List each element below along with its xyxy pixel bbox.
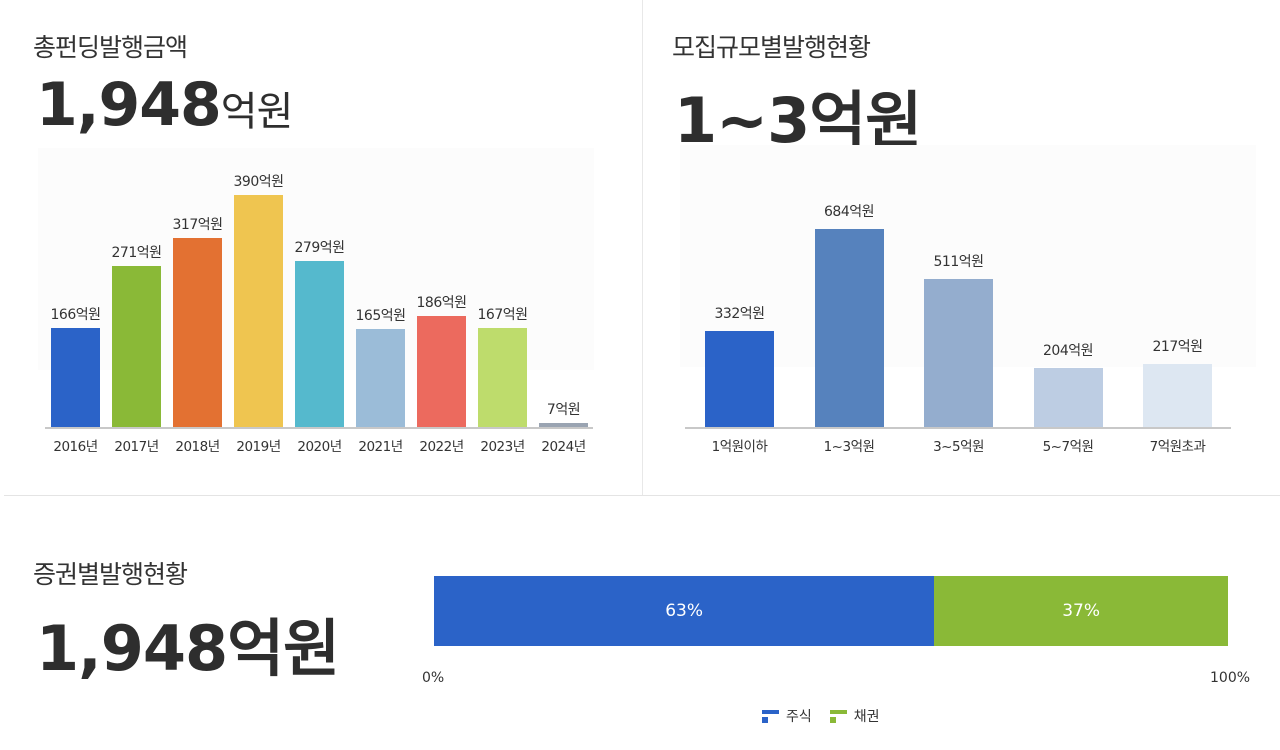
bar [539,422,588,427]
by-security-value: 1,948억원 [36,612,340,685]
category-label: 2022년 [419,439,464,455]
bar-value-label: 279억원 [294,239,345,256]
category-label: 5~7억원 [1042,439,1094,455]
legend-item: 채권 [829,706,880,726]
x-axis-line [685,427,1231,429]
vertical-divider [642,0,643,495]
bar [814,228,884,427]
axis-tick-min: 0% [422,670,445,686]
bar-value-label: 7억원 [546,401,581,418]
total-funding-value: 1,948억원 [36,70,294,140]
bar [417,316,466,427]
category-label: 2020년 [297,439,342,455]
bar-value-label: 317억원 [172,217,223,234]
bar-value-label: 204억원 [1043,342,1093,359]
axis-tick-max: 100% [1210,670,1251,686]
bar-value-label: 271억원 [111,244,162,261]
legend-label: 채권 [853,709,880,725]
by-size-value: 1~3억원 [674,84,922,157]
category-label: 2018년 [175,439,220,455]
category-label: 7억원초과 [1149,439,1206,455]
horizontal-divider [4,495,1280,496]
legend-item: 주식 [762,706,812,726]
bar [356,328,405,427]
bar [924,278,993,427]
category-label: 1~3억원 [823,439,875,455]
x-axis-line [45,427,593,429]
bar-value-label: 167억원 [477,306,528,323]
bar-value-label: 217억원 [1152,339,1203,356]
category-label: 2021년 [358,439,403,455]
bar-value-label: 390억원 [233,173,284,190]
by-size-title: 모집규모별발행현황 [672,33,871,62]
bar [112,265,161,427]
category-label: 2023년 [480,439,525,455]
legend-bar-icon [829,709,848,723]
category-label: 2024년 [541,439,586,455]
bar [478,327,527,427]
total-funding-number: 1,948 [36,70,222,140]
bar-value-label: 511억원 [933,253,984,270]
category-label: 2019년 [236,439,281,455]
total-funding-unit: 억원 [220,89,294,135]
legend-bar-icon [762,709,780,723]
bar [1033,367,1103,427]
category-label: 2016년 [53,439,98,455]
bar [234,194,283,427]
bar-value-label: 186억원 [416,295,467,312]
total-funding-title: 총펀딩발행금액 [33,33,188,62]
legend-label: 주식 [786,709,812,725]
stacked-segment-stock: 63% [434,576,935,646]
bar-value-label: 332억원 [714,305,765,322]
bar-value-label: 165억원 [355,307,406,324]
category-label: 3~5억원 [933,439,984,455]
stacked-segment-bond: 37% [934,576,1228,646]
chart-legend: 주식 채권 [762,706,880,726]
bar [51,328,100,427]
bar-value-label: 684억원 [824,203,874,220]
category-label: 1억원이하 [711,439,768,455]
bar-value-label: 166억원 [50,307,101,324]
bar [173,238,222,427]
bar [1143,364,1212,427]
bar [295,260,344,427]
bar [705,330,774,427]
by-security-title: 증권별발행현황 [33,560,188,589]
category-label: 2017년 [114,439,159,455]
